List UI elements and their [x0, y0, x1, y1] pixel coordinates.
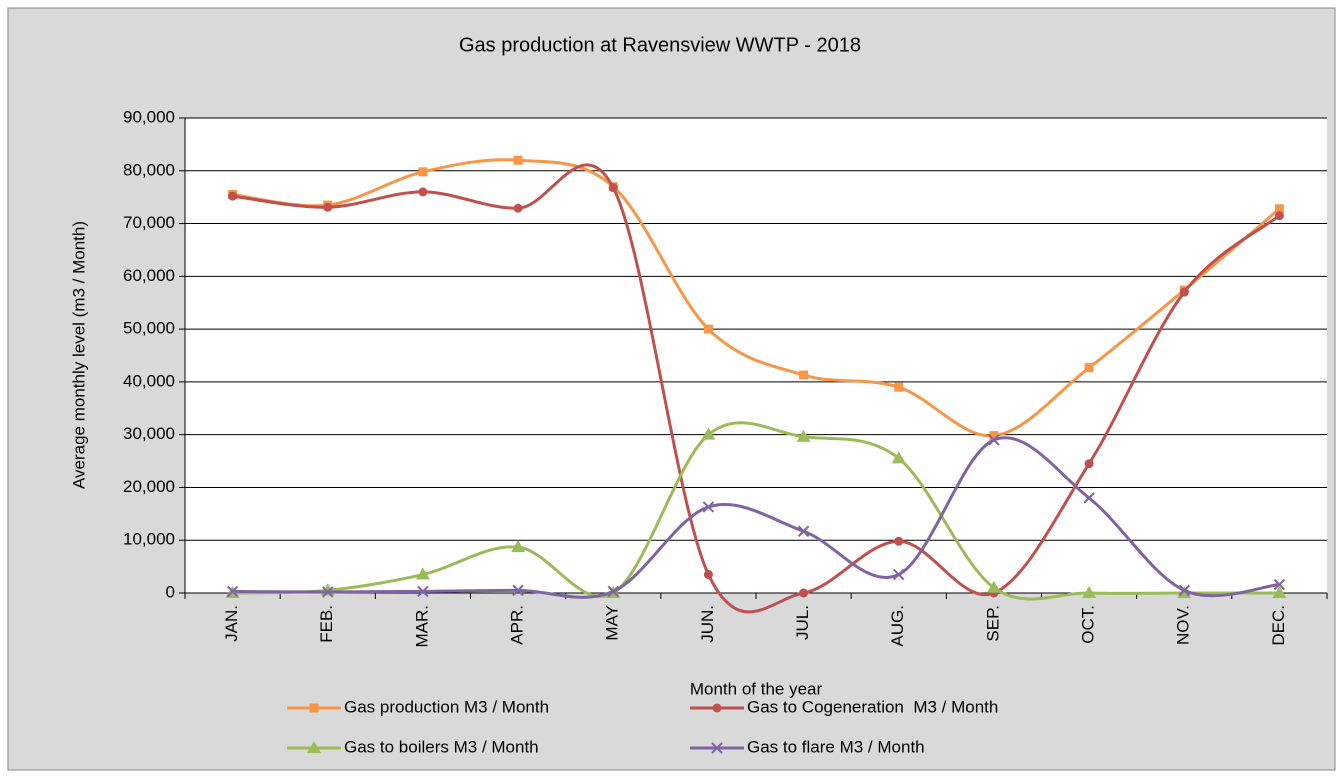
marker	[309, 703, 319, 713]
marker	[608, 183, 618, 193]
marker	[322, 586, 334, 598]
marker	[512, 584, 524, 597]
marker	[1178, 584, 1190, 597]
x-tick-label: NOV.	[1174, 605, 1193, 645]
marker	[418, 187, 428, 197]
marker	[513, 155, 523, 165]
x-tick-label: AUG.	[888, 605, 907, 647]
x-axis-label: Month of the year	[690, 679, 823, 698]
y-tick-label: 40,000	[123, 371, 175, 390]
marker	[703, 570, 713, 580]
x-tick-label: JUN.	[698, 605, 717, 643]
marker	[1273, 578, 1286, 591]
y-tick-label: 70,000	[123, 213, 175, 232]
marker	[307, 741, 321, 753]
x-tick-label: FEB.	[317, 605, 336, 643]
x-tick-label: JAN.	[222, 605, 241, 642]
marker	[1084, 459, 1094, 469]
marker	[799, 588, 809, 598]
marker	[893, 568, 905, 581]
plot-area	[185, 118, 1327, 593]
marker	[226, 585, 239, 598]
marker	[1274, 204, 1284, 214]
marker	[511, 540, 526, 553]
marker	[702, 501, 715, 513]
marker	[417, 585, 429, 598]
y-tick-label: 60,000	[123, 266, 175, 285]
marker	[513, 203, 523, 213]
marker	[891, 451, 906, 464]
marker	[711, 742, 723, 754]
x-tick-label: SEP.	[983, 605, 1002, 642]
marker	[607, 585, 619, 598]
x-tick-label: MAY	[603, 605, 622, 641]
legend-label: Gas production M3 / Month	[344, 697, 549, 716]
y-axis-label: Average monthly level (m3 / Month)	[69, 221, 88, 489]
x-tick-label: APR.	[508, 605, 527, 645]
legend-label: Gas to Cogeneration M3 / Month	[747, 697, 998, 716]
marker	[1083, 492, 1095, 504]
marker	[1082, 586, 1097, 598]
x-tick-label: JUL.	[793, 605, 812, 640]
marker	[988, 434, 1000, 446]
marker	[797, 525, 810, 537]
marker	[712, 703, 722, 713]
marker	[415, 567, 430, 580]
y-tick-label: 20,000	[123, 477, 175, 496]
y-tick-label: 10,000	[123, 530, 175, 549]
x-tick-label: OCT.	[1079, 605, 1098, 644]
x-tick-label: MAR.	[412, 605, 431, 648]
marker	[1084, 363, 1094, 373]
marker	[986, 580, 1001, 593]
marker	[323, 202, 333, 212]
marker	[1179, 287, 1189, 297]
marker	[1274, 211, 1284, 221]
marker	[228, 191, 238, 201]
series-line	[232, 163, 1281, 614]
y-tick-label: 80,000	[123, 160, 175, 179]
y-tick-label: 0	[166, 582, 175, 601]
marker	[796, 429, 811, 442]
legend-label: Gas to boilers M3 / Month	[344, 737, 539, 756]
marker	[989, 431, 999, 441]
y-tick-label: 90,000	[123, 107, 175, 126]
marker	[703, 324, 713, 334]
y-tick-label: 50,000	[123, 319, 175, 338]
y-tick-label: 30,000	[123, 424, 175, 443]
marker	[418, 167, 428, 177]
x-tick-label: DEC.	[1269, 605, 1288, 646]
marker	[894, 382, 904, 392]
marker	[799, 370, 809, 380]
chart-title: Gas production at Ravensview WWTP - 2018	[459, 34, 861, 56]
legend-label: Gas to flare M3 / Month	[747, 737, 925, 756]
marker	[1272, 586, 1287, 598]
marker	[894, 536, 904, 546]
marker	[701, 427, 716, 440]
